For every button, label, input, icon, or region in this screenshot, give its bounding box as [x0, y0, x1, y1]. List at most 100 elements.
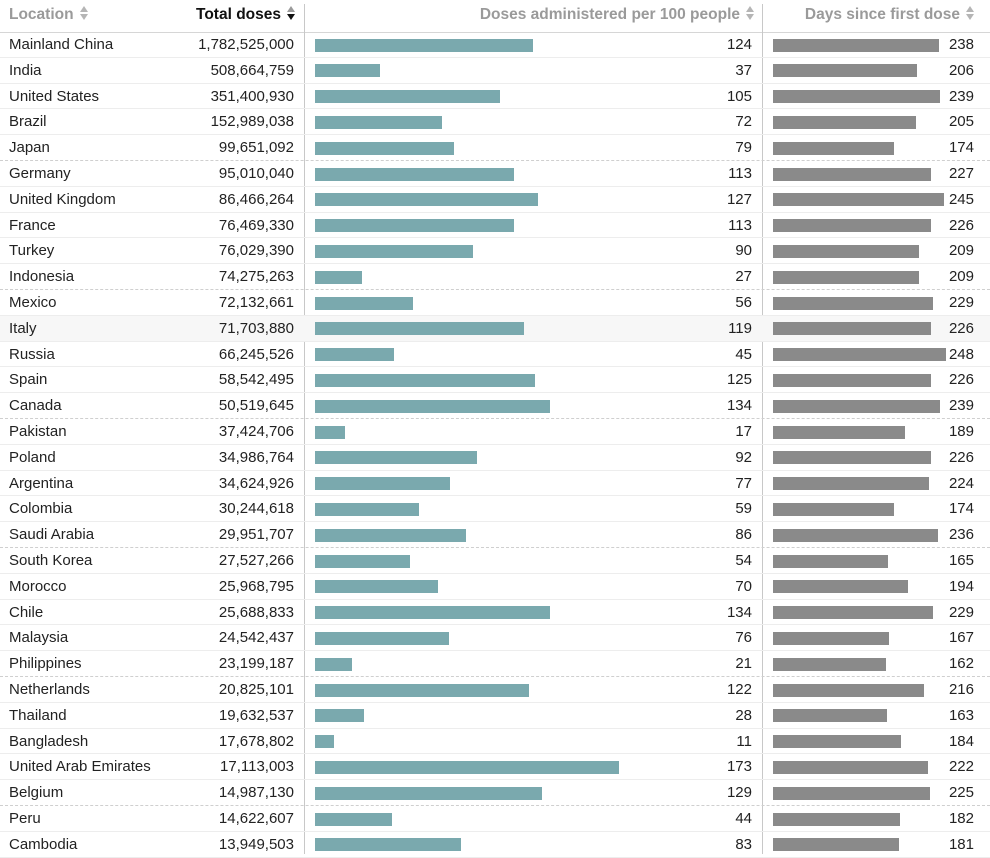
total-doses-cell: 29,951,707: [218, 526, 294, 544]
days-since-first-dose-bar: [773, 348, 946, 362]
doses-per-100-bar: [315, 838, 461, 852]
table-row: Argentina 34,624,926 77 224: [0, 471, 990, 497]
doses-per-100-bar: [315, 657, 352, 671]
doses-per-100-bar: [315, 270, 363, 284]
location-cell: Turkey: [9, 242, 55, 260]
doses-per-100-bar: [315, 64, 381, 78]
doses-per-100-bar: [315, 502, 419, 516]
location-cell: Netherlands: [9, 681, 90, 698]
row-separator: [0, 701, 990, 703]
doses-per-100-value: 125: [726, 371, 752, 389]
row-separator: [0, 546, 990, 548]
doses-per-100-bar: [315, 451, 477, 465]
row-separator: [0, 134, 990, 136]
doses-per-100-value: 56: [735, 294, 752, 311]
days-since-first-dose-bar: [773, 477, 930, 491]
table-row: Netherlands 20,825,101 122 216: [0, 677, 990, 703]
location-cell: Belgium: [9, 784, 64, 802]
doses-per-100-value: 92: [735, 448, 752, 466]
total-doses-cell: 71,703,880: [218, 319, 294, 337]
days-since-first-dose-value: 216: [948, 681, 974, 698]
doses-per-100-value: 27: [735, 268, 752, 286]
table-row: Mainland China 1,782,525,000 124 238: [0, 32, 990, 58]
header-total-label: Total doses: [196, 6, 281, 23]
doses-per-100-bar: [315, 735, 335, 749]
total-doses-cell: 25,688,833: [218, 603, 294, 621]
doses-per-100-bar: [315, 709, 365, 723]
location-cell: Cambodia: [9, 835, 78, 853]
doses-per-100-value: 77: [735, 474, 752, 492]
table-row: Indonesia 74,275,263 27 209: [0, 264, 990, 290]
days-since-first-dose-bar: [773, 683, 924, 697]
table-row: Morocco 25,968,795 70 194: [0, 574, 990, 600]
doses-per-100-bar: [315, 812, 393, 826]
total-doses-cell: 74,275,263: [218, 268, 294, 286]
doses-per-100-value: 119: [728, 319, 752, 337]
doses-per-100-value: 70: [735, 577, 752, 595]
days-since-first-dose-bar: [773, 322, 931, 336]
row-separator: [0, 288, 990, 290]
days-since-first-dose-value: 239: [948, 87, 974, 105]
days-since-first-dose-value: 174: [948, 500, 974, 518]
doses-per-100-bar: [315, 373, 535, 387]
total-doses-cell: 25,968,795: [218, 577, 294, 595]
total-doses-cell: 27,527,266: [218, 552, 294, 569]
doses-per-100-value: 21: [735, 655, 752, 673]
days-since-first-dose-bar: [773, 554, 889, 568]
total-doses-cell: 17,678,802: [218, 732, 294, 750]
doses-per-100-value: 86: [735, 526, 752, 544]
days-since-first-dose-value: 167: [948, 629, 974, 647]
column-divider: [762, 4, 763, 854]
days-since-first-dose-value: 165: [948, 552, 974, 569]
doses-per-100-value: 54: [735, 552, 752, 569]
location-cell: Colombia: [9, 500, 73, 518]
table-row: Malaysia 24,542,437 76 167: [0, 625, 990, 652]
location-cell: Russia: [9, 345, 55, 363]
row-separator: [0, 624, 990, 626]
days-since-first-dose-value: 229: [948, 603, 974, 621]
row-separator: [0, 366, 990, 368]
days-since-first-dose-bar: [773, 219, 931, 233]
table-row: Japan 99,651,092 79 174: [0, 135, 990, 161]
table-row: India 508,664,759 37 206: [0, 58, 990, 84]
row-separator: [0, 521, 990, 523]
row-separator: [0, 417, 990, 419]
location-cell: Argentina: [9, 474, 74, 492]
doses-per-100-bar: [315, 115, 442, 129]
days-since-first-dose-bar: [773, 580, 909, 594]
doses-per-100-value: 28: [735, 706, 752, 724]
doses-per-100-value: 113: [728, 165, 752, 182]
days-since-first-dose-value: 174: [948, 139, 974, 157]
header-days-label: Days since first dose: [804, 6, 960, 23]
row-separator: [0, 211, 990, 213]
column-divider: [304, 4, 305, 854]
header-total-doses[interactable]: Total doses: [196, 0, 295, 32]
row-separator: [0, 108, 990, 110]
total-doses-cell: 30,244,618: [218, 500, 294, 518]
days-since-first-dose-value: 184: [948, 732, 974, 750]
total-doses-cell: 66,245,526: [218, 345, 294, 363]
location-cell: Malaysia: [9, 629, 69, 647]
header-doses-per-100[interactable]: Doses administered per 100 people: [480, 0, 754, 32]
total-doses-cell: 50,519,645: [218, 397, 294, 415]
doses-per-100-bar: [315, 348, 395, 362]
location-cell: Chile: [9, 603, 44, 621]
days-since-first-dose-value: 226: [948, 319, 974, 337]
doses-per-100-value: 83: [735, 835, 752, 853]
doses-per-100-value: 37: [735, 61, 752, 79]
doses-per-100-value: 134: [726, 397, 752, 415]
header-location[interactable]: Location: [9, 0, 88, 32]
location-cell: Mexico: [9, 294, 57, 311]
table-row: Italy 71,703,880 119 226: [0, 315, 990, 342]
sort-arrows-icon: [966, 4, 974, 22]
row-separator: [0, 779, 990, 781]
location-cell: France: [9, 216, 56, 234]
table-row: Philippines 23,199,187 21 162: [0, 651, 990, 677]
table-row: United Kingdom 86,466,264 127 245: [0, 187, 990, 213]
header-days-since-first-dose[interactable]: Days since first dose: [805, 0, 974, 32]
doses-per-100-value: 90: [735, 242, 752, 260]
days-since-first-dose-bar: [773, 760, 928, 774]
table-row: Spain 58,542,495 125 226: [0, 367, 990, 394]
table-row: Turkey 76,029,390 90 209: [0, 238, 990, 265]
doses-per-100-bar: [315, 606, 551, 620]
